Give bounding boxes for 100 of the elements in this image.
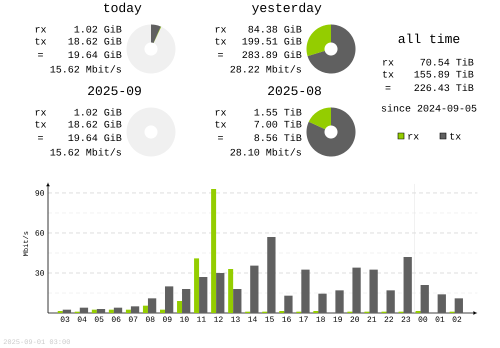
text: = [38, 53, 43, 56]
chart-title: yesterday [252, 2, 322, 15]
text: 1.55 TiB [254, 108, 302, 116]
text: 15.62 Mbit/s [50, 65, 121, 73]
text: 7.00 TiB [254, 120, 302, 128]
bar [438, 294, 446, 314]
bar [108, 310, 114, 314]
bar [352, 268, 361, 314]
text: rx [216, 27, 226, 33]
bar [114, 308, 122, 314]
legend-label: rx [408, 134, 419, 140]
text: 84.38 GiB [248, 25, 302, 33]
y-tick-label: 90 [35, 190, 44, 196]
text: = [386, 86, 390, 90]
x-tick-label: 18 [316, 316, 325, 322]
bar [160, 310, 165, 314]
text: = [218, 53, 223, 56]
x-tick-label: 17 [299, 316, 308, 322]
bar [194, 258, 200, 314]
text: 283.89 GiB [242, 50, 302, 58]
x-tick-label: 01 [436, 316, 444, 322]
x-tick-label: 02 [452, 316, 462, 322]
bar [62, 310, 72, 314]
bar [301, 270, 310, 314]
bar [284, 296, 293, 314]
text: 18.62 GiB [68, 37, 122, 45]
bar [211, 188, 216, 314]
bar [267, 236, 276, 314]
text: all time [398, 34, 460, 44]
x-tick-label: 19 [333, 316, 342, 322]
bar [454, 298, 463, 314]
x-tick-label: 21 [368, 316, 376, 322]
legend-label: tx [450, 132, 461, 140]
x-tick-label: 15 [265, 316, 274, 322]
text: 19.64 GiB [68, 50, 122, 58]
text: 199.51 GiB [242, 37, 302, 45]
text: 1.02 GiB [74, 25, 122, 33]
bar [386, 290, 395, 314]
x-tick-label: 04 [78, 316, 86, 322]
bar [199, 277, 208, 314]
bar [369, 270, 378, 314]
text: 155.89 TiB [414, 70, 474, 78]
text: = [218, 136, 223, 140]
bar [177, 301, 182, 314]
text: 28.22 Mbit/s [230, 65, 301, 73]
x-tick-label: 07 [128, 316, 138, 322]
x-tick-label: 00 [418, 316, 428, 322]
bar [80, 308, 88, 314]
chart-title: today [104, 2, 142, 15]
text: 1.02 GiB [74, 108, 122, 116]
x-tick-label: 03 [60, 316, 70, 322]
bar [142, 306, 148, 314]
bar [420, 285, 429, 314]
bar [228, 268, 234, 314]
bar [126, 310, 131, 314]
text: tx [215, 38, 226, 45]
bar [250, 266, 258, 314]
y-tick-label: 30 [35, 270, 44, 276]
x-tick-label: 20 [350, 316, 360, 322]
text: rx [36, 110, 46, 116]
x-tick-label: 08 [146, 316, 155, 322]
text: 2025-09 [88, 86, 141, 96]
text: tx [35, 38, 46, 45]
bar [182, 289, 190, 314]
text: 15.62 Mbit/s [50, 148, 121, 156]
text: rx [216, 110, 226, 116]
bar [148, 298, 156, 314]
x-tick-label: 12 [214, 316, 223, 322]
text: 70.54 TiB [420, 58, 474, 66]
text: tx [382, 70, 394, 78]
text: 8.56 TiB [254, 134, 302, 142]
x-tick-label: 16 [282, 316, 291, 322]
text: since 2024-09-05 [382, 104, 476, 112]
x-tick-label: 23 [402, 316, 410, 322]
bar [164, 286, 174, 314]
x-tick-label: 09 [162, 316, 172, 322]
x-tick-label: 22 [384, 316, 394, 322]
text: tx [215, 120, 226, 128]
text: = [38, 136, 43, 140]
text: 19.64 GiB [68, 134, 122, 142]
bar [92, 310, 97, 314]
x-tick-label: 05 [94, 316, 104, 322]
x-tick-label: 06 [112, 316, 120, 322]
chart-title: 2025-08 [268, 86, 321, 96]
x-tick-label: 11 [197, 316, 206, 322]
bar [335, 290, 344, 314]
text: rx [383, 60, 394, 66]
bar [233, 289, 242, 314]
y-tick-label: 60 [35, 230, 44, 236]
bar [96, 309, 106, 314]
x-tick-label: 13 [231, 316, 240, 322]
text: tx [35, 120, 46, 128]
x-tick-label: 14 [248, 316, 257, 322]
text: 18.62 GiB [68, 120, 122, 128]
bar [216, 272, 224, 314]
text: 28.10 Mbit/s [230, 148, 301, 156]
bar [130, 306, 140, 314]
text: rx [36, 27, 46, 33]
x-tick-label: 10 [180, 316, 189, 322]
bar [318, 294, 327, 314]
